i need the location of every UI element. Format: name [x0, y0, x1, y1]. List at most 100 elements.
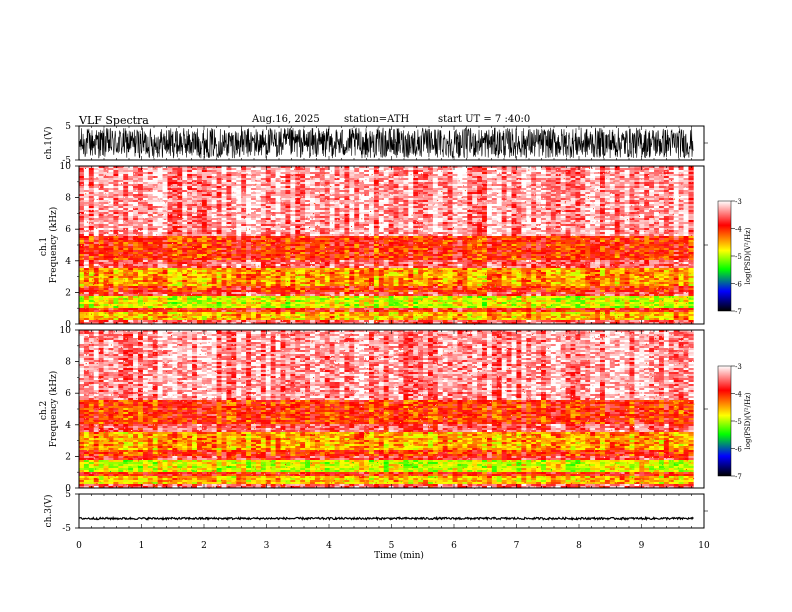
spectrogram-cell — [644, 194, 650, 197]
spectrogram-cell — [368, 228, 375, 231]
spectrogram-cell — [177, 226, 183, 229]
spectrogram-cell — [614, 168, 620, 171]
spectrogram-cell — [501, 192, 507, 195]
spectrogram-cell — [172, 210, 178, 213]
spectrogram-cell — [683, 172, 689, 175]
spectrogram-cell — [196, 228, 203, 231]
spectrogram-cell — [93, 224, 99, 227]
spectrogram-cell — [663, 168, 670, 171]
spectrogram-cell — [373, 232, 380, 235]
spectrogram-cell — [260, 210, 267, 213]
spectrogram-cell — [108, 210, 114, 213]
spectrogram-cell — [368, 204, 375, 207]
spectrogram-cell — [570, 212, 576, 215]
spectrogram-cell — [604, 174, 611, 177]
spectrogram-cell — [177, 168, 183, 171]
spectrogram-cell — [560, 214, 566, 217]
spectrogram-cell — [462, 170, 468, 173]
spectrogram-cell — [305, 242, 311, 245]
spectrogram-cell — [482, 198, 488, 201]
spectrogram-cell — [162, 166, 168, 169]
spectrogram-cell — [383, 176, 389, 179]
spectrogram-cell — [265, 170, 271, 173]
spectrogram-cell — [310, 242, 316, 245]
spectrogram-cell — [196, 172, 203, 175]
spectrogram-cell — [359, 230, 365, 233]
spectrogram-cell — [452, 166, 458, 169]
spectrogram-cell — [359, 192, 365, 195]
spectrogram-cell — [270, 226, 276, 229]
spectrogram-cell — [595, 228, 601, 231]
spectrogram-cell — [221, 240, 227, 243]
spectrogram-cell — [506, 198, 512, 201]
spectrogram-cell — [526, 216, 532, 219]
spectrogram-cell — [531, 212, 537, 215]
spectrogram-cell — [354, 192, 360, 195]
spectrogram-cell — [236, 166, 242, 169]
spectrogram-cell — [216, 242, 222, 245]
spectrogram-cell — [511, 190, 517, 193]
spectrogram-cell — [555, 226, 561, 229]
spectrogram-cell — [555, 176, 561, 179]
spectrogram-cell — [408, 170, 414, 173]
spectrogram-cell — [531, 208, 537, 211]
spectrogram-cell — [221, 232, 227, 235]
spectrogram-cell — [403, 166, 409, 169]
spectrogram-cell — [142, 204, 149, 207]
spectrogram-cell — [649, 228, 655, 231]
spectrogram-cell — [265, 192, 271, 195]
spectrogram-cell — [423, 190, 429, 193]
spectrogram-cell — [491, 166, 498, 169]
spectrogram-cell — [246, 200, 252, 203]
spectrogram-cell — [79, 230, 85, 233]
spectrogram-cell — [560, 228, 566, 231]
spectrogram-cell — [187, 184, 193, 187]
spectrogram-cell — [88, 170, 95, 173]
spectrogram-cell — [152, 180, 158, 183]
spectrogram-cell — [585, 230, 591, 233]
spectrogram-cell — [442, 190, 448, 193]
spectrogram-cell — [246, 172, 252, 175]
spectrogram-cell — [246, 186, 252, 189]
spectrogram-cell — [113, 176, 119, 179]
spectrogram-cell — [531, 238, 537, 241]
spectrogram-cell — [590, 222, 596, 225]
spectrogram-cell — [418, 220, 424, 223]
spectrogram-cell — [545, 192, 552, 195]
spectrogram-cell — [329, 168, 335, 171]
spectrogram-cell — [491, 168, 498, 171]
spectrogram-cell — [93, 216, 99, 219]
spectrogram-cell — [373, 214, 380, 217]
spectrogram-cell — [310, 232, 316, 235]
spectrogram-cell — [683, 190, 689, 193]
spectrogram-cell — [113, 174, 119, 177]
spectrogram-cell — [251, 176, 257, 179]
spectrogram-cell — [314, 202, 321, 205]
spectrogram-cell — [673, 234, 679, 237]
spectrogram-cell — [550, 234, 557, 237]
spectrogram-cell — [152, 214, 158, 217]
spectrogram-cell — [354, 196, 360, 199]
spectrogram-cell — [393, 208, 399, 211]
spectrogram-cell — [506, 232, 512, 235]
spectrogram-cell — [418, 216, 424, 219]
spectrogram-cell — [275, 172, 281, 175]
spectrogram-cell — [595, 180, 601, 183]
spectrogram-cell — [654, 202, 660, 205]
spectrogram-cell — [614, 170, 620, 173]
spectrogram-cell — [521, 166, 527, 169]
spectrogram-cell — [501, 226, 507, 229]
spectrogram-cell — [393, 228, 399, 231]
spectrogram-cell — [683, 196, 689, 199]
spectrogram-cell — [442, 240, 448, 243]
spectrogram-cell — [496, 214, 502, 217]
spectrogram-cell — [108, 218, 114, 221]
spectrogram-cell — [575, 198, 581, 201]
spectrogram-cell — [275, 216, 281, 219]
spectrogram-cell — [418, 218, 424, 221]
spectrogram-cell — [123, 242, 129, 245]
spectrogram-cell — [457, 242, 463, 245]
spectrogram-cell — [486, 166, 493, 169]
spectrogram-cell — [550, 186, 557, 189]
spectrogram-cell — [580, 170, 586, 173]
